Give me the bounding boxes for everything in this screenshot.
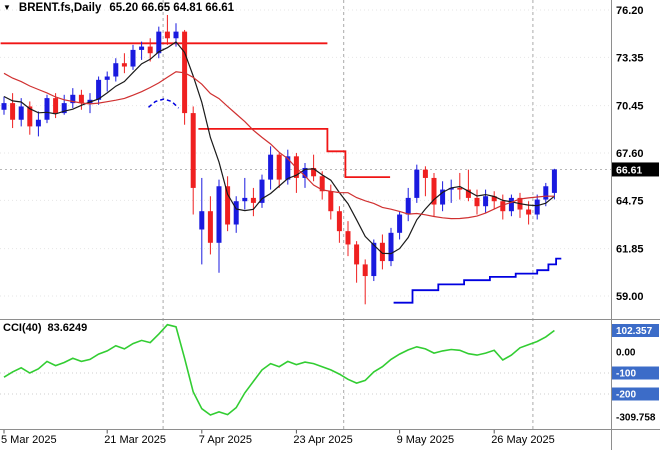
svg-text:61.85: 61.85 xyxy=(616,244,644,256)
svg-text:76.20: 76.20 xyxy=(616,5,644,17)
svg-text:7 Apr 2025: 7 Apr 2025 xyxy=(199,434,252,446)
svg-text:-309.758: -309.758 xyxy=(616,413,656,424)
svg-text:23 Apr 2025: 23 Apr 2025 xyxy=(293,434,352,446)
svg-text:0.00: 0.00 xyxy=(616,348,636,359)
svg-text:9 May 2025: 9 May 2025 xyxy=(397,434,454,446)
svg-text:70.45: 70.45 xyxy=(616,101,644,113)
svg-text:-100: -100 xyxy=(616,369,636,380)
chart-title-bar: ▼ BRENT.fs,Daily 65.20 66.65 64.81 66.61 xyxy=(3,2,234,14)
symbol-name: BRENT.fs,Daily xyxy=(18,2,102,14)
svg-text:66.61: 66.61 xyxy=(616,164,642,176)
cci-axis[interactable]: 0.00 -309.758 -100 -200 102.357 xyxy=(612,324,659,424)
support-step-line-blue xyxy=(393,257,562,304)
ma-slow-line xyxy=(3,71,555,220)
svg-text:26 May 2025: 26 May 2025 xyxy=(491,434,555,446)
svg-text:21 Mar 2025: 21 Mar 2025 xyxy=(104,434,166,446)
indicator-value: 83.6249 xyxy=(47,322,88,334)
indicator-name: CCI(40) xyxy=(3,322,42,334)
symbol-dropdown-icon[interactable]: ▼ xyxy=(3,3,11,12)
trend-step-lines-red xyxy=(0,42,391,178)
svg-text:67.60: 67.60 xyxy=(616,148,644,160)
svg-text:64.75: 64.75 xyxy=(616,195,644,207)
indicator-label: CCI(40) 83.6249 xyxy=(3,322,87,334)
svg-text:102.357: 102.357 xyxy=(616,326,653,337)
current-price-badge: 66.61 xyxy=(612,162,659,177)
cci-line xyxy=(3,323,555,416)
svg-text:5 Mar 2025: 5 Mar 2025 xyxy=(1,434,57,446)
blue-dashed-mark xyxy=(148,98,180,109)
svg-text:-200: -200 xyxy=(616,390,636,401)
ohlc-values: 65.20 66.65 64.81 66.61 xyxy=(109,2,235,14)
svg-text:73.35: 73.35 xyxy=(616,52,644,64)
price-axis[interactable]: 76.20 73.35 70.45 67.60 64.75 61.85 59.00 xyxy=(616,5,644,303)
ma-fast-line xyxy=(3,41,555,255)
time-axis[interactable]: 5 Mar 2025 21 Mar 2025 7 Apr 2025 23 Apr 20… xyxy=(1,430,555,446)
svg-text:59.00: 59.00 xyxy=(616,291,644,303)
